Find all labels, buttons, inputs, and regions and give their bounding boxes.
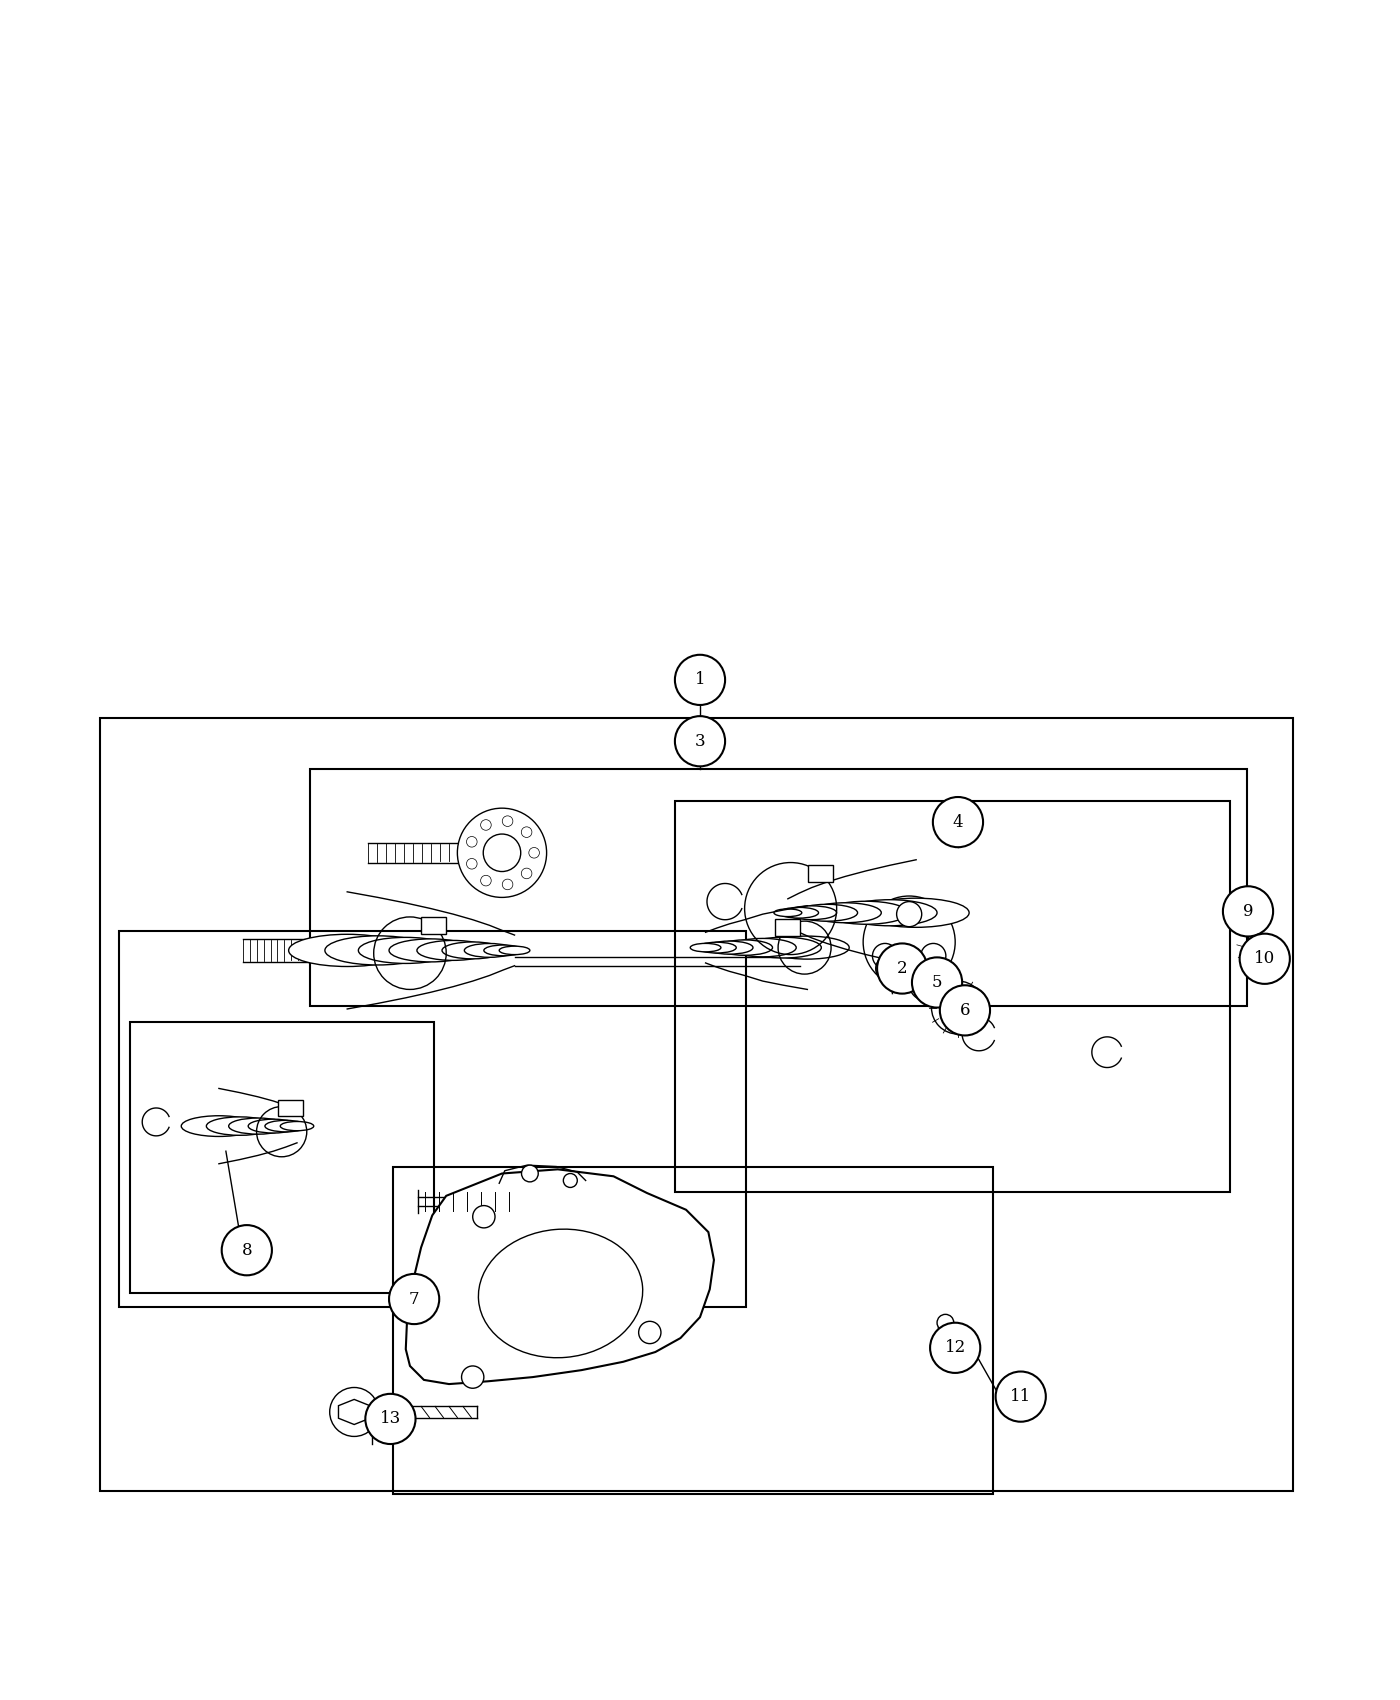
Text: 2: 2 (897, 960, 907, 977)
Circle shape (1224, 886, 1273, 937)
Text: 6: 6 (959, 1001, 970, 1018)
Ellipse shape (706, 942, 753, 954)
Bar (119, 932, 746, 1307)
Ellipse shape (809, 903, 881, 923)
Circle shape (939, 986, 990, 1035)
Text: 3: 3 (694, 733, 706, 750)
Ellipse shape (248, 1119, 298, 1132)
Ellipse shape (358, 937, 454, 964)
Circle shape (930, 1323, 980, 1374)
Circle shape (675, 716, 725, 767)
Bar (101, 717, 1292, 1491)
Ellipse shape (417, 940, 490, 960)
Ellipse shape (389, 938, 473, 962)
Bar (938, 1323, 952, 1358)
Ellipse shape (697, 942, 736, 954)
Ellipse shape (787, 906, 837, 920)
Circle shape (529, 848, 539, 858)
Circle shape (503, 879, 512, 889)
Bar (421, 916, 445, 933)
Circle shape (522, 1164, 538, 1181)
Bar (393, 1166, 993, 1494)
Circle shape (365, 1394, 416, 1443)
Circle shape (521, 826, 532, 838)
Circle shape (503, 816, 512, 826)
Bar (808, 865, 833, 882)
Text: 13: 13 (379, 1411, 400, 1428)
Ellipse shape (843, 899, 937, 927)
Circle shape (932, 797, 983, 847)
Ellipse shape (228, 1119, 287, 1134)
Circle shape (466, 858, 477, 869)
Polygon shape (406, 1170, 714, 1384)
Ellipse shape (766, 937, 850, 959)
Circle shape (896, 901, 921, 926)
Text: 1: 1 (694, 672, 706, 688)
Ellipse shape (690, 944, 721, 952)
Circle shape (480, 819, 491, 830)
Circle shape (911, 957, 962, 1008)
Circle shape (1239, 933, 1289, 984)
Ellipse shape (780, 908, 819, 918)
Text: 5: 5 (932, 974, 942, 991)
Text: 8: 8 (241, 1241, 252, 1258)
Ellipse shape (181, 1115, 256, 1137)
Circle shape (462, 1365, 484, 1389)
Ellipse shape (717, 940, 773, 955)
Circle shape (937, 1314, 953, 1331)
Text: 10: 10 (1254, 950, 1275, 967)
Bar (675, 801, 1229, 1192)
Polygon shape (339, 1399, 370, 1425)
Text: 9: 9 (1243, 903, 1253, 920)
Ellipse shape (288, 935, 406, 967)
Ellipse shape (479, 1229, 643, 1358)
Circle shape (221, 1226, 272, 1275)
Circle shape (1264, 950, 1284, 971)
Circle shape (921, 944, 946, 969)
Text: 12: 12 (945, 1340, 966, 1357)
Ellipse shape (500, 947, 529, 955)
Circle shape (638, 1321, 661, 1343)
Circle shape (876, 944, 927, 993)
Circle shape (995, 1372, 1046, 1421)
Circle shape (675, 654, 725, 706)
Circle shape (473, 1205, 496, 1227)
Ellipse shape (325, 935, 431, 966)
Bar (309, 768, 1246, 1006)
Text: 7: 7 (409, 1290, 420, 1307)
Bar (277, 1100, 302, 1117)
Circle shape (389, 1273, 440, 1324)
Ellipse shape (265, 1120, 307, 1132)
Ellipse shape (864, 898, 969, 926)
Ellipse shape (797, 904, 858, 921)
Ellipse shape (729, 938, 797, 957)
Circle shape (931, 981, 984, 1034)
Bar (130, 1022, 434, 1294)
Circle shape (563, 1173, 577, 1188)
Text: 11: 11 (1009, 1389, 1032, 1406)
Bar (776, 920, 801, 935)
Circle shape (483, 835, 521, 872)
Circle shape (521, 869, 532, 879)
Text: 4: 4 (952, 814, 963, 831)
Ellipse shape (465, 944, 515, 957)
Circle shape (458, 808, 546, 898)
Circle shape (872, 944, 897, 969)
Ellipse shape (206, 1117, 273, 1136)
Ellipse shape (484, 945, 524, 955)
Circle shape (466, 836, 477, 847)
Ellipse shape (280, 1122, 314, 1130)
Circle shape (480, 876, 491, 886)
Ellipse shape (774, 910, 802, 916)
Ellipse shape (746, 937, 822, 959)
Ellipse shape (442, 942, 504, 959)
Ellipse shape (825, 901, 907, 925)
